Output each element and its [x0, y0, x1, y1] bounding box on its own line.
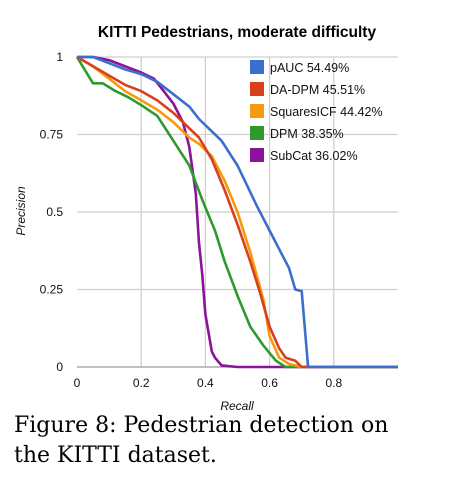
x-axis-label: Recall: [220, 399, 254, 410]
y-tick-label: 0: [56, 360, 63, 374]
legend-swatch: [250, 126, 264, 140]
series-line: [75, 56, 398, 369]
chart-title: KITTI Pedestrians, moderate difficulty: [98, 24, 377, 41]
legend-swatch: [250, 82, 264, 96]
y-tick-label: 0.5: [46, 205, 63, 219]
legend-label: SquaresICF 44.42%: [270, 105, 383, 119]
legend-label: DPM 38.35%: [270, 127, 344, 141]
legend-swatch: [250, 60, 264, 74]
x-tick-label: 0: [74, 376, 81, 390]
legend-label: DA-DPM 45.51%: [270, 83, 365, 97]
x-tick-label: 0.8: [325, 376, 342, 390]
y-tick-label: 0.25: [40, 283, 64, 297]
x-tick-label: 0.4: [197, 376, 214, 390]
legend-label: SubCat 36.02%: [270, 149, 358, 163]
series-line: [77, 55, 398, 369]
caption-line-1: Figure 8: Pedestrian detection on: [14, 413, 389, 438]
legend-label: pAUC 54.49%: [270, 61, 349, 75]
y-axis-label: Precision: [14, 186, 28, 236]
legend-swatch: [250, 104, 264, 118]
y-tick-label: 0.75: [40, 128, 64, 142]
caption-line-2: the KITTI dataset.: [14, 443, 217, 468]
series-line: [76, 55, 398, 369]
series-line: [77, 55, 398, 369]
figure-caption: Figure 8: Pedestrian detection on the KI…: [14, 411, 469, 471]
legend: pAUC 54.49% DA-DPM 45.51% SquaresICF 44.42…: [250, 60, 383, 163]
pr-curve-chart: KITTI Pedestrians, moderate difficulty 0…: [14, 24, 398, 410]
axis-ticks: 0 0.2 0.4 0.6 0.8 0 0.25 0.5 0.75 1: [40, 50, 343, 390]
legend-swatch: [250, 148, 264, 162]
x-tick-label: 0.2: [133, 376, 150, 390]
series-layer: [75, 55, 398, 369]
y-tick-label: 1: [56, 50, 63, 64]
x-tick-label: 0.6: [261, 376, 278, 390]
series-line: [76, 55, 398, 369]
